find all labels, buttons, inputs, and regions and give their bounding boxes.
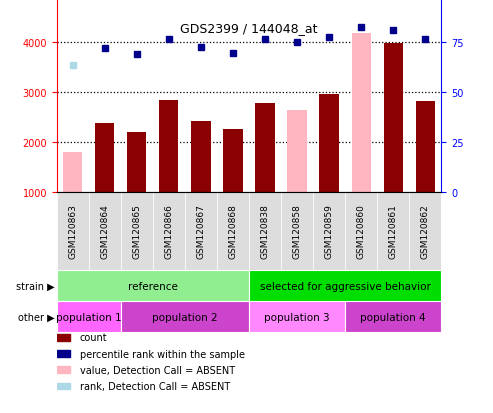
Text: GSM120863: GSM120863: [68, 204, 77, 259]
Text: GSM120838: GSM120838: [260, 204, 270, 259]
Text: reference: reference: [128, 281, 178, 291]
Text: GDS2399 / 144048_at: GDS2399 / 144048_at: [180, 22, 317, 35]
Bar: [191, 122, 211, 192]
Bar: [249, 271, 441, 301]
Bar: [185, 192, 217, 271]
Bar: [249, 192, 281, 271]
Text: GSM120860: GSM120860: [356, 204, 366, 259]
Text: GSM120867: GSM120867: [196, 204, 206, 259]
Text: value, Detection Call = ABSENT: value, Detection Call = ABSENT: [80, 365, 235, 375]
Bar: [95, 123, 114, 192]
Text: percentile rank within the sample: percentile rank within the sample: [80, 349, 245, 359]
Bar: [409, 192, 441, 271]
Bar: [57, 350, 70, 357]
Bar: [217, 192, 249, 271]
Text: strain ▶: strain ▶: [16, 281, 54, 291]
Text: GSM120858: GSM120858: [292, 204, 302, 259]
Bar: [313, 192, 345, 271]
Bar: [63, 152, 82, 192]
Text: rank, Detection Call = ABSENT: rank, Detection Call = ABSENT: [80, 381, 230, 391]
Bar: [352, 33, 371, 192]
Bar: [159, 100, 178, 192]
Text: GSM120868: GSM120868: [228, 204, 238, 259]
Bar: [121, 192, 153, 271]
Bar: [57, 192, 89, 271]
Text: population 1: population 1: [56, 312, 122, 322]
Text: GSM120864: GSM120864: [100, 204, 109, 259]
Bar: [223, 130, 243, 192]
Text: population 4: population 4: [360, 312, 426, 322]
Bar: [319, 95, 339, 192]
Bar: [57, 301, 121, 332]
Bar: [89, 192, 121, 271]
Bar: [57, 271, 249, 301]
Bar: [153, 192, 185, 271]
Text: GSM120859: GSM120859: [324, 204, 334, 259]
Text: GSM120862: GSM120862: [421, 204, 430, 259]
Bar: [57, 334, 70, 341]
Bar: [384, 44, 403, 192]
Bar: [345, 301, 441, 332]
Bar: [57, 383, 70, 389]
Bar: [255, 104, 275, 192]
Bar: [249, 301, 345, 332]
Bar: [377, 192, 409, 271]
Bar: [57, 367, 70, 373]
Text: selected for aggressive behavior: selected for aggressive behavior: [260, 281, 430, 291]
Text: GSM120866: GSM120866: [164, 204, 174, 259]
Text: GSM120865: GSM120865: [132, 204, 141, 259]
Text: population 2: population 2: [152, 312, 218, 322]
Bar: [127, 133, 146, 192]
Bar: [287, 110, 307, 192]
Text: GSM120861: GSM120861: [388, 204, 398, 259]
Bar: [416, 102, 435, 192]
Text: other ▶: other ▶: [18, 312, 54, 322]
Text: population 3: population 3: [264, 312, 330, 322]
Bar: [121, 301, 249, 332]
Bar: [345, 192, 377, 271]
Bar: [281, 192, 313, 271]
Text: count: count: [80, 332, 107, 342]
